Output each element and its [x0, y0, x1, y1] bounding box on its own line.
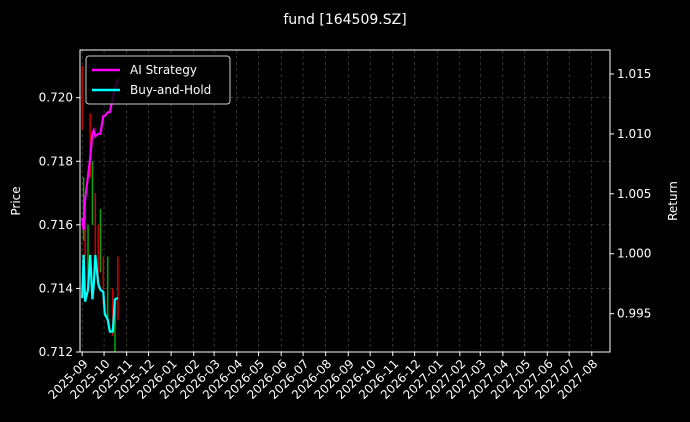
- series-line: [81, 78, 119, 230]
- y-tick-label: 0.714: [39, 281, 73, 295]
- chart-title: fund [164509.SZ]: [283, 12, 406, 28]
- y2-tick-label: 1.000: [617, 247, 651, 261]
- legend-label: Buy-and-Hold: [130, 83, 211, 97]
- plot-frame: [79, 49, 611, 353]
- y-axis-label: Price: [9, 186, 23, 215]
- series-line: [81, 254, 119, 333]
- y2-tick-label: 1.010: [617, 127, 651, 141]
- y-tick-label: 0.718: [39, 154, 73, 168]
- y-tick-label: 0.716: [39, 218, 73, 232]
- y-tick-label: 0.712: [39, 345, 73, 359]
- legend-box: [85, 55, 231, 105]
- y2-tick-label: 1.015: [617, 67, 651, 81]
- y2-tick-label: 0.995: [617, 307, 651, 321]
- y2-axis-label: Return: [666, 181, 680, 221]
- y2-tick-label: 1.005: [617, 187, 651, 201]
- legend-label: AI Strategy: [130, 63, 197, 77]
- legend: AI Strategy Buy-and-Hold: [85, 55, 231, 105]
- y-tick-label: 0.720: [39, 91, 73, 105]
